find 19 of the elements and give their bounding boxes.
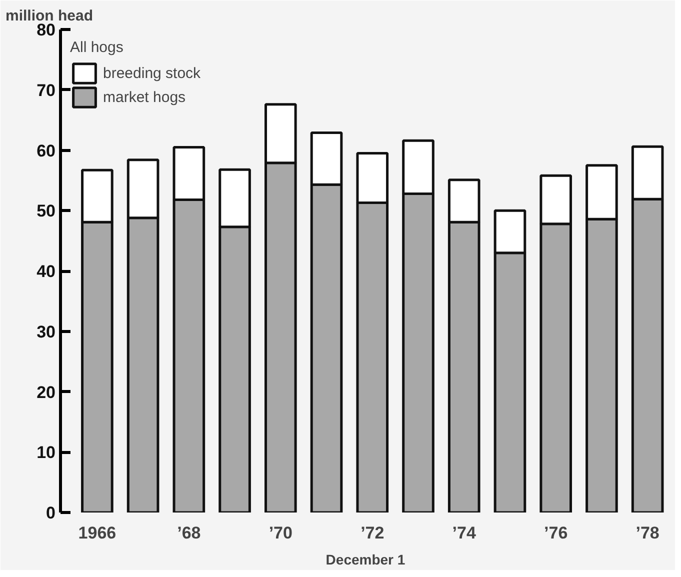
y-tick-label: 20 xyxy=(36,382,56,402)
y-tick-label: 0 xyxy=(46,504,56,522)
x-axis-title: December 1 xyxy=(326,552,406,568)
y-tick-label: 30 xyxy=(36,322,56,342)
y-tick-label: 50 xyxy=(36,202,56,221)
x-tick-label: ’72 xyxy=(360,524,384,542)
x-tick-label: ’70 xyxy=(268,524,292,542)
legend-label: market hogs xyxy=(103,88,186,106)
x-tick-label: 1966 xyxy=(78,524,116,542)
legend-label: breeding stock xyxy=(103,64,201,82)
x-tick-label: ’76 xyxy=(544,524,568,542)
y-tick-label: 40 xyxy=(36,262,56,281)
x-tick-label: ’74 xyxy=(452,524,476,542)
x-tick-label: ’68 xyxy=(177,524,201,542)
y-tick-label: 10 xyxy=(36,443,56,462)
x-tick-label: ’78 xyxy=(636,524,660,542)
y-tick-label: 70 xyxy=(36,80,56,100)
legend-title: All hogs xyxy=(70,39,124,56)
y-tick-label: 60 xyxy=(36,141,56,160)
